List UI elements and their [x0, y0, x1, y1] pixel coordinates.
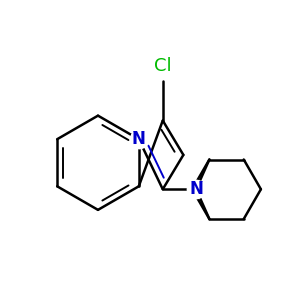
Text: N: N: [132, 130, 146, 148]
Text: N: N: [189, 180, 203, 198]
Text: N: N: [189, 180, 203, 198]
Text: N: N: [132, 130, 146, 148]
Text: Cl: Cl: [154, 57, 172, 75]
